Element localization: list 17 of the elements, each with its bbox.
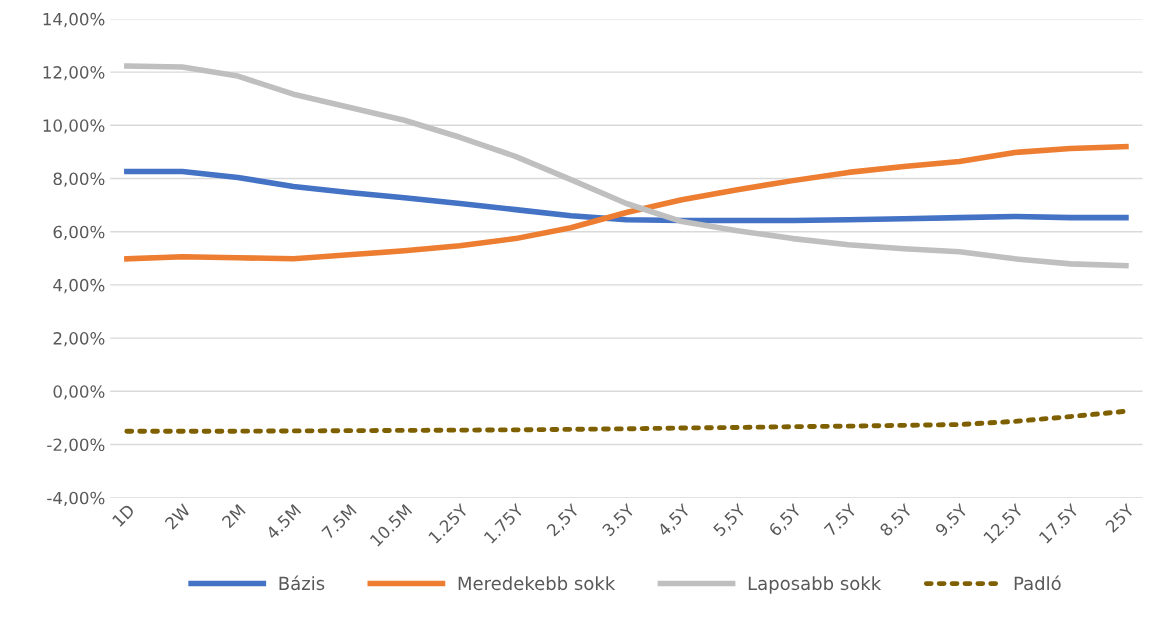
- legend-label: Laposabb sokk: [748, 576, 882, 594]
- x-tick-label: 2M: [221, 503, 246, 529]
- x-tick-label: 1D: [111, 503, 136, 527]
- y-tick-label: 10,00%: [43, 119, 105, 134]
- y-tick-label: 14,00%: [43, 12, 105, 28]
- y-tick-label: -2,00%: [47, 438, 105, 453]
- legend-label: Meredekebb sokk: [458, 576, 616, 591]
- y-tick-label: 8,00%: [53, 172, 105, 187]
- legend-label: Bázis: [279, 575, 325, 591]
- y-tick-label: 6,00%: [53, 225, 105, 240]
- y-tick-label: 4,00%: [53, 278, 105, 294]
- y-tick-label: 0,00%: [53, 385, 105, 400]
- y-tick-label: 2,00%: [53, 332, 105, 347]
- x-tick-label: 2W: [164, 503, 191, 530]
- y-tick-label: -4,00%: [47, 491, 105, 506]
- legend-label: Padló: [1014, 575, 1061, 591]
- y-tick-label: 12,00%: [43, 66, 105, 81]
